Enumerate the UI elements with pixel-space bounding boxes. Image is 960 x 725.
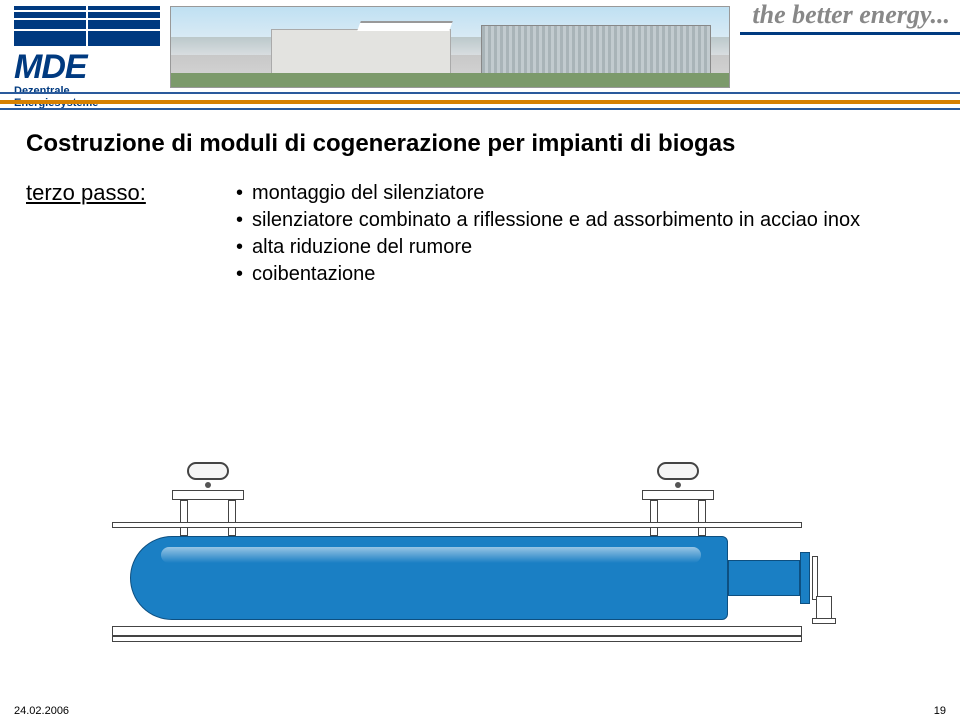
frame-rail-top bbox=[112, 522, 802, 528]
outlet-flange-plate bbox=[812, 556, 818, 600]
logo-caption-line1: Dezentrale bbox=[14, 85, 164, 97]
tagline-text: the better energy... bbox=[752, 0, 950, 30]
header-rule-1 bbox=[0, 92, 960, 94]
frame-rail-bottom bbox=[112, 626, 802, 636]
header-rule-2 bbox=[0, 100, 960, 104]
tank-highlight bbox=[161, 547, 701, 563]
outlet-flange bbox=[800, 552, 810, 604]
silencer-diagram bbox=[112, 440, 852, 650]
slide-content: Costruzione di moduli di cogenerazione p… bbox=[26, 130, 934, 288]
drain-valve bbox=[816, 596, 832, 620]
header-photo bbox=[170, 6, 730, 88]
frame-base bbox=[112, 636, 802, 642]
slide-header: the better energy... MDE Dezentrale Ener… bbox=[0, 0, 960, 108]
logo-caption: Dezentrale Energiesysteme bbox=[14, 85, 164, 109]
header-rule-3 bbox=[0, 108, 960, 110]
slide-footer: 24.02.2006 19 bbox=[14, 705, 946, 717]
outlet-pipe bbox=[728, 560, 800, 596]
drain-valve-cap bbox=[812, 618, 836, 624]
footer-page: 19 bbox=[934, 705, 946, 717]
support-right bbox=[642, 462, 714, 542]
tagline-underline bbox=[740, 32, 960, 35]
bullet-item: silenziatore combinato a riflessione e a… bbox=[236, 207, 860, 234]
bullet-item: alta riduzione del rumore bbox=[236, 234, 860, 261]
bullet-item: montaggio del silenziatore bbox=[236, 180, 860, 207]
silencer-tank bbox=[130, 536, 728, 620]
slide-title: Costruzione di moduli di cogenerazione p… bbox=[26, 130, 934, 158]
bullet-list: montaggio del silenziatore silenziatore … bbox=[236, 180, 860, 288]
content-columns: terzo passo: montaggio del silenziatore … bbox=[26, 180, 934, 288]
logo-stripes-icon bbox=[14, 6, 164, 48]
step-label: terzo passo: bbox=[26, 180, 236, 288]
support-left bbox=[172, 462, 244, 542]
bullet-item: coibentazione bbox=[236, 261, 860, 288]
logo-text: MDE bbox=[14, 52, 164, 83]
footer-date: 24.02.2006 bbox=[14, 705, 69, 717]
